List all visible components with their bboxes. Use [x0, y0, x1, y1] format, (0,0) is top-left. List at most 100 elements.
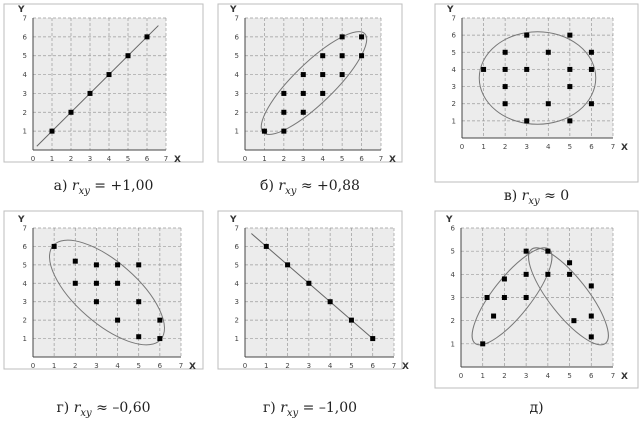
data-point — [49, 128, 55, 134]
data-point — [588, 334, 594, 340]
x-tick-label: 1 — [52, 362, 56, 370]
data-point — [588, 101, 594, 107]
data-point — [115, 262, 121, 268]
x-tick-label: 2 — [285, 362, 289, 370]
data-point — [125, 53, 131, 59]
data-point — [93, 262, 99, 268]
data-point — [523, 271, 529, 277]
y-tick-label: 2 — [452, 100, 456, 108]
x-tick-label: 3 — [94, 362, 98, 370]
data-point — [524, 118, 530, 124]
x-tick-label: 4 — [107, 155, 112, 163]
data-point — [306, 280, 312, 286]
y-tick-label: 7 — [452, 15, 456, 23]
data-point — [545, 49, 551, 55]
x-tick-label: 7 — [164, 155, 168, 163]
x-tick-label: 0 — [31, 362, 35, 370]
cluster-ellipse — [528, 247, 609, 346]
y-tick-label: 4 — [23, 71, 28, 79]
data-point — [571, 318, 577, 324]
y-tick-label: 2 — [23, 109, 27, 117]
x-axis-label: X — [174, 155, 181, 165]
x-tick-label: 2 — [502, 372, 506, 380]
x-tick-label: 3 — [524, 143, 528, 151]
data-point — [567, 118, 573, 124]
data-point — [106, 72, 112, 78]
y-tick-label: 2 — [23, 317, 27, 325]
x-tick-label: 5 — [567, 372, 571, 380]
y-tick-label: 1 — [23, 128, 27, 136]
data-point — [588, 66, 594, 72]
x-tick-label: 0 — [243, 362, 247, 370]
data-point — [320, 90, 326, 96]
x-tick-label: 1 — [50, 155, 54, 163]
data-point — [491, 313, 497, 319]
x-tick-label: 6 — [145, 155, 150, 163]
x-tick-label: 6 — [589, 143, 594, 151]
y-tick-label: 3 — [451, 294, 455, 302]
x-tick-label: 1 — [262, 155, 266, 163]
panel-caption: а) rxy = +1,00 — [54, 178, 154, 197]
data-point — [502, 66, 508, 72]
data-point — [115, 280, 121, 286]
y-tick-label: 6 — [235, 243, 240, 251]
data-point — [481, 66, 487, 72]
data-point — [51, 243, 57, 249]
y-tick-label: 3 — [23, 298, 27, 306]
y-tick-label: 5 — [452, 49, 456, 57]
y-tick-label: 1 — [23, 335, 27, 343]
y-tick-label: 4 — [451, 271, 456, 279]
data-point — [567, 84, 573, 90]
data-point — [588, 49, 594, 55]
data-point — [567, 271, 573, 277]
y-axis-label: Y — [446, 5, 454, 15]
x-tick-label: 3 — [307, 362, 311, 370]
data-point — [300, 109, 306, 115]
panel-caption: д) — [529, 400, 543, 416]
panel-caption: б) rxy ≈ +0,88 — [260, 178, 360, 197]
x-tick-label: 3 — [524, 372, 528, 380]
x-tick-label: 7 — [379, 155, 383, 163]
data-point — [501, 276, 507, 282]
x-tick-label: 1 — [480, 372, 484, 380]
x-tick-label: 4 — [115, 362, 120, 370]
x-axis-label: X — [621, 143, 628, 153]
data-point — [502, 49, 508, 55]
data-point — [524, 32, 530, 38]
panel-d: 0 1 2 3 4 5 6 7 1 2 3 4 5 6 X Yд) — [434, 210, 639, 416]
data-point — [320, 72, 326, 78]
data-point — [72, 258, 78, 264]
x-axis-label: X — [402, 362, 409, 372]
data-point — [502, 101, 508, 107]
data-point — [87, 90, 93, 96]
panel-caption: в) rxy ≈ 0 — [504, 188, 569, 207]
y-tick-label: 3 — [235, 90, 239, 98]
data-point — [72, 280, 78, 286]
x-tick-label: 0 — [243, 155, 247, 163]
panel-caption: г) rxy = –1,00 — [263, 400, 357, 419]
y-tick-label: 1 — [451, 340, 455, 348]
data-point — [285, 262, 291, 268]
data-point — [136, 299, 142, 305]
x-tick-label: 0 — [460, 143, 464, 151]
y-tick-label: 4 — [235, 280, 240, 288]
data-point — [339, 34, 345, 40]
panel-caption: г) rxy ≈ –0,60 — [56, 400, 150, 419]
y-axis-label: Y — [229, 215, 237, 225]
x-tick-label: 1 — [264, 362, 268, 370]
x-tick-label: 6 — [589, 372, 594, 380]
data-point — [157, 336, 163, 342]
data-point — [502, 84, 508, 90]
data-point — [588, 283, 594, 289]
data-point — [567, 66, 573, 72]
data-point — [523, 295, 529, 300]
data-point — [480, 341, 486, 347]
data-point — [281, 128, 287, 134]
y-tick-label: 6 — [23, 33, 28, 41]
x-tick-label: 1 — [481, 143, 485, 151]
y-axis-label: Y — [17, 215, 25, 225]
x-tick-label: 5 — [349, 362, 353, 370]
data-point — [545, 271, 551, 277]
